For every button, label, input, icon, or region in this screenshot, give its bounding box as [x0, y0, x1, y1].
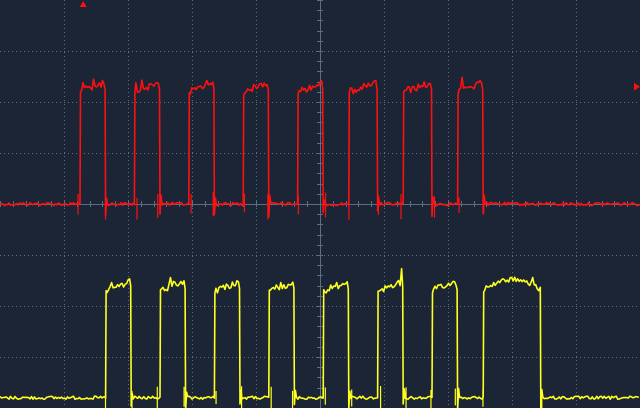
trace-ch1 — [0, 76, 640, 218]
ch1-level-marker — [634, 82, 640, 91]
markers — [79, 1, 640, 91]
traces — [0, 76, 640, 408]
trace-ch2 — [0, 267, 640, 408]
trigger-position-marker — [79, 1, 87, 7]
